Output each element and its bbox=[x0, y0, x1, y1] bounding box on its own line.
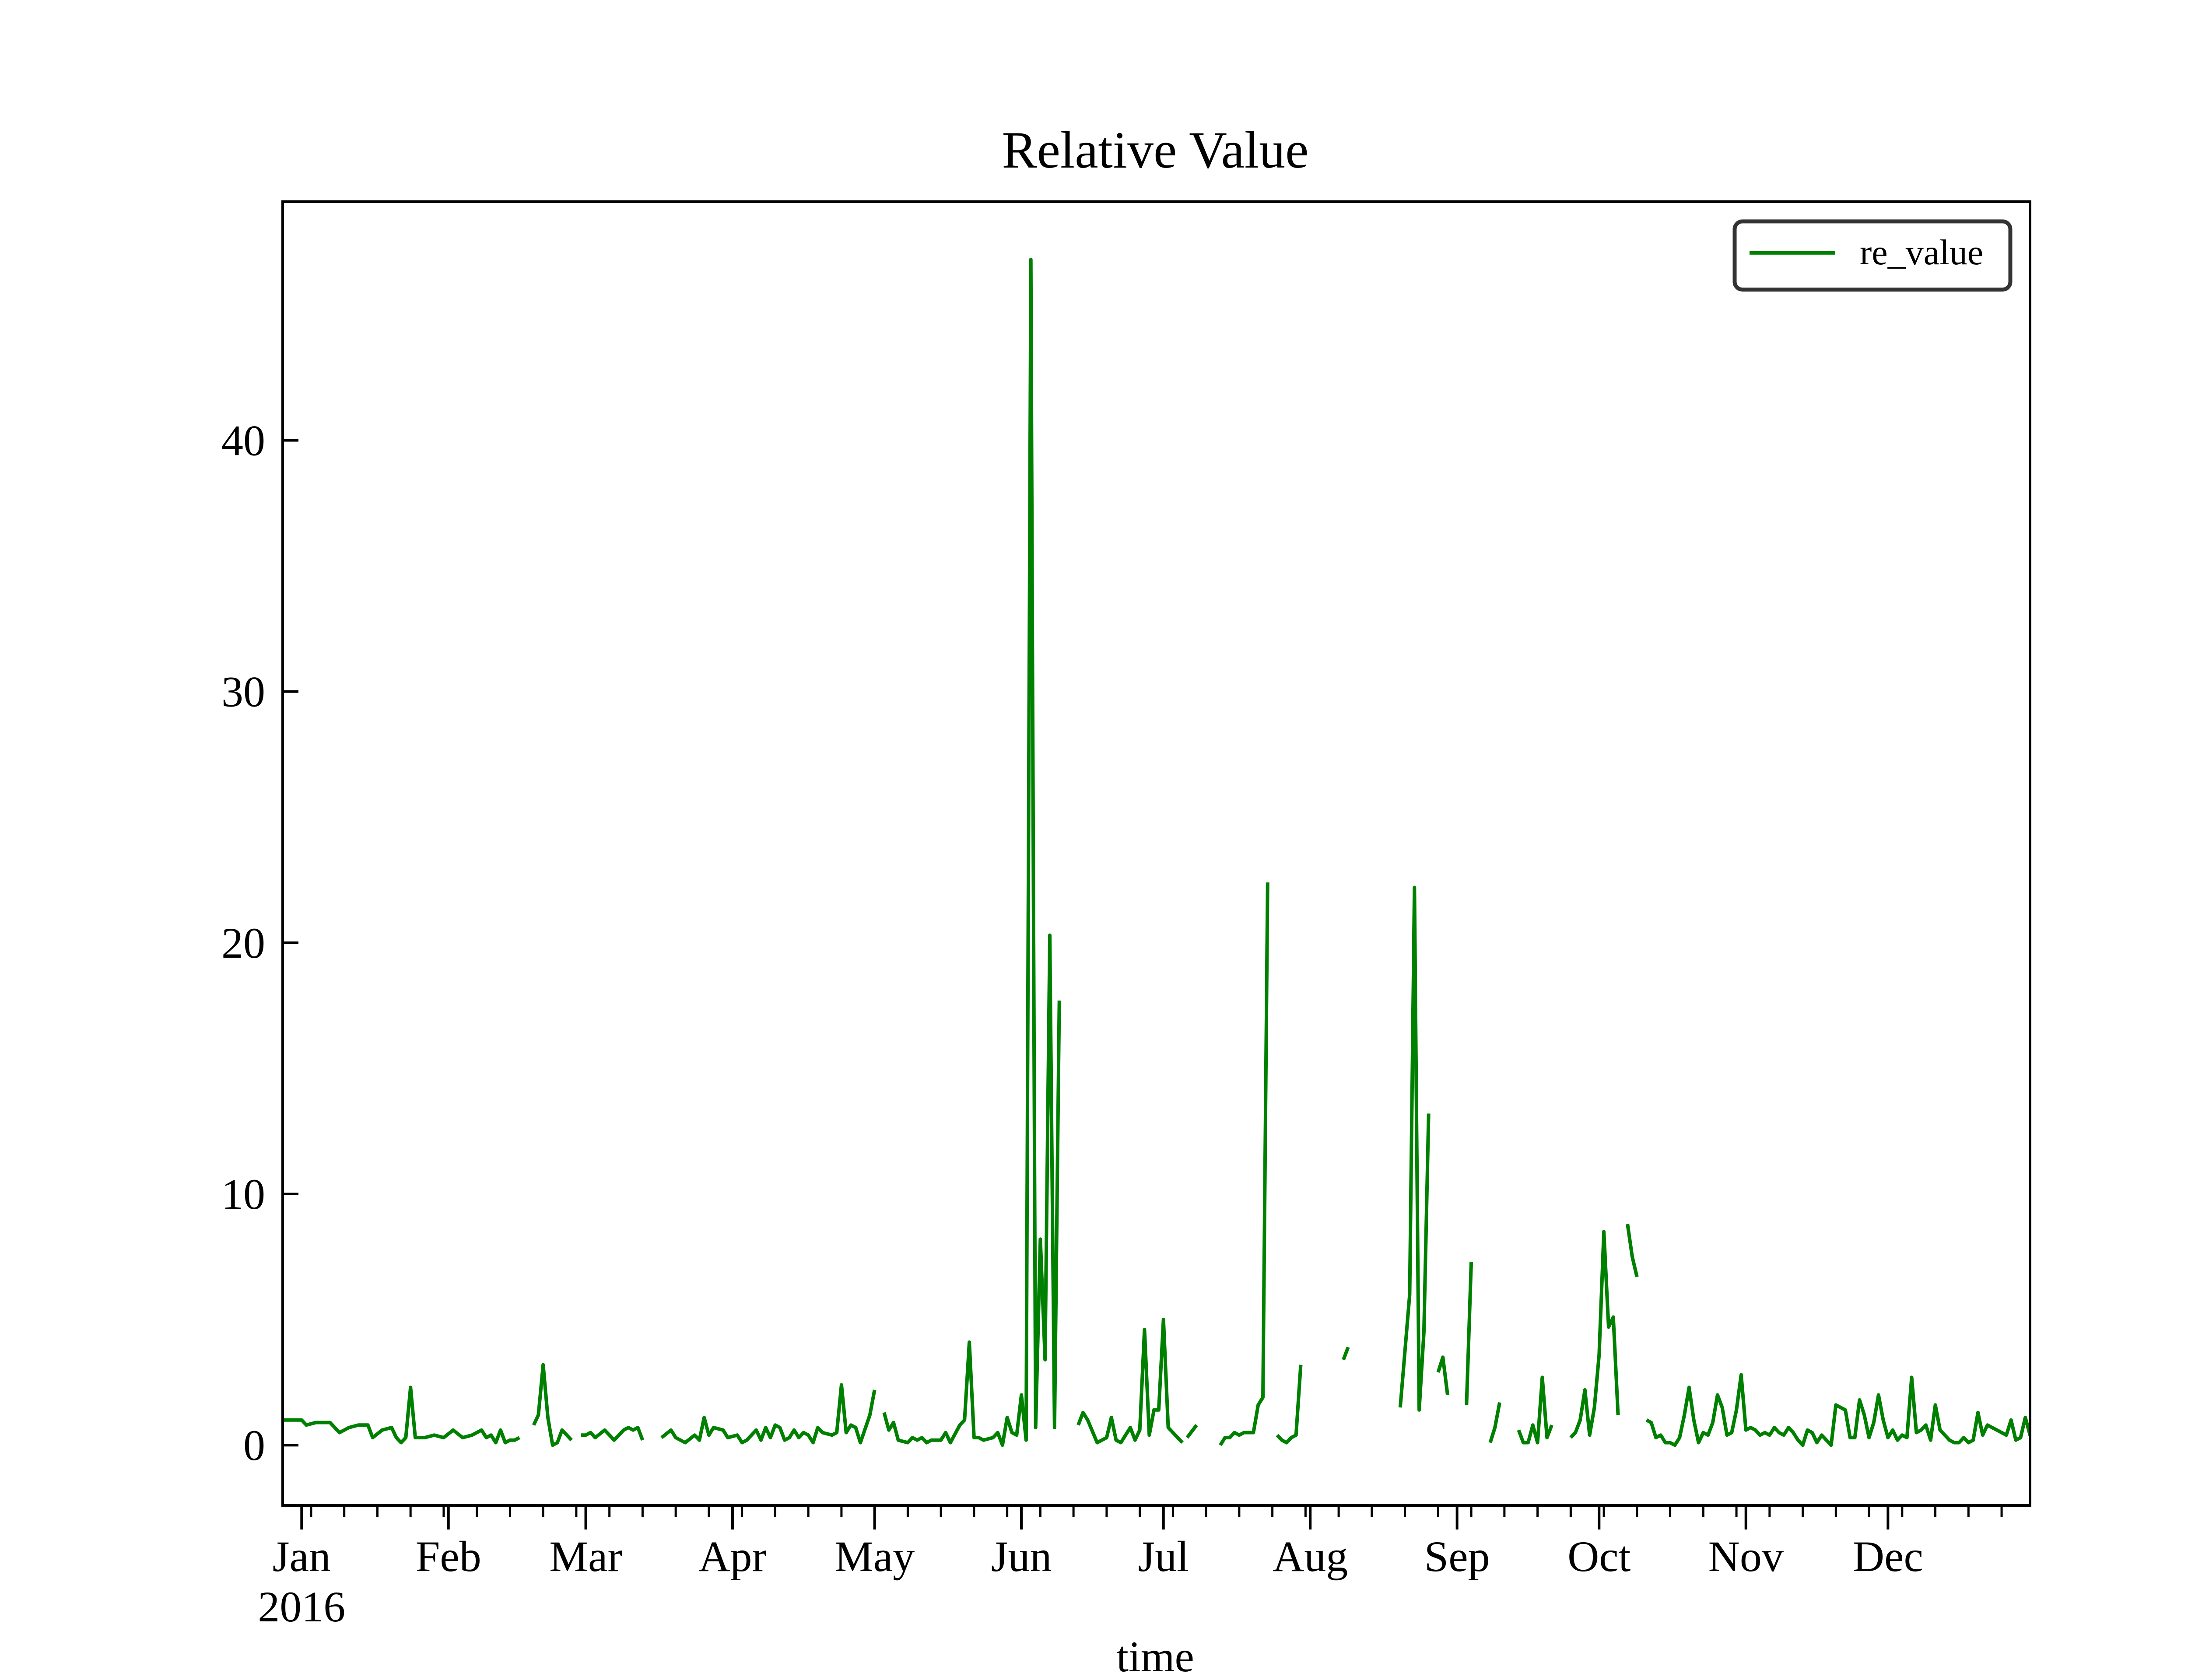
x-tick-sublabel-year: 2016 bbox=[258, 1582, 345, 1631]
series-re_value-segment-0 bbox=[283, 1386, 520, 1445]
series-re_value-segment-4 bbox=[882, 258, 1061, 1447]
x-tick-label-jan: Jan bbox=[273, 1532, 331, 1581]
series-re_value-segment-7 bbox=[1219, 882, 1269, 1446]
legend: re_value bbox=[1732, 219, 2013, 292]
x-tick-label-dec: Dec bbox=[1853, 1532, 1923, 1581]
x-tick-label-jun: Jun bbox=[991, 1532, 1052, 1581]
y-tick-label-40: 40 bbox=[221, 416, 265, 465]
x-tick-label-may: May bbox=[835, 1532, 915, 1581]
x-tick-label-sep: Sep bbox=[1424, 1532, 1490, 1581]
series-re_value-segment-16 bbox=[1626, 1224, 1639, 1278]
series-re_value-segment-1 bbox=[532, 1363, 573, 1447]
plot-frame bbox=[281, 200, 2031, 1507]
series-re_value-segment-2 bbox=[581, 1426, 645, 1442]
y-tick-label-20: 20 bbox=[221, 919, 265, 967]
series-re_value-segment-13 bbox=[1488, 1402, 1501, 1443]
series-re_value-segment-8 bbox=[1276, 1365, 1303, 1445]
x-tick-label-mar: Mar bbox=[549, 1532, 622, 1581]
legend-box bbox=[1732, 219, 2013, 292]
series-re_value-segment-17 bbox=[1645, 1373, 2030, 1447]
x-tick-label-nov: Nov bbox=[1708, 1532, 1784, 1581]
x-tick-label-feb: Feb bbox=[416, 1532, 481, 1581]
series-re_value-segment-18 bbox=[2049, 1423, 2101, 1435]
series-re_value-segment-9 bbox=[1342, 1346, 1350, 1361]
series-re_value-segment-3 bbox=[660, 1383, 877, 1445]
x-tick-label-apr: Apr bbox=[698, 1532, 767, 1581]
x-tick-label-jul: Jul bbox=[1138, 1532, 1189, 1581]
series-re_value-segment-12 bbox=[1465, 1261, 1473, 1405]
y-tick-label-0: 0 bbox=[243, 1421, 265, 1470]
y-axis: 0 10 20 30 40 bbox=[221, 416, 298, 1470]
chart-title: Relative Value bbox=[1002, 121, 1309, 179]
series-re_value-segment-5 bbox=[1076, 1318, 1184, 1445]
x-tick-label-aug: Aug bbox=[1273, 1532, 1348, 1581]
series-re_value-segment-10 bbox=[1398, 886, 1431, 1412]
x-axis-label: time bbox=[1116, 1632, 1194, 1680]
series-re_value-segment-11 bbox=[1436, 1355, 1449, 1395]
series-layer bbox=[283, 258, 2101, 1447]
y-tick-label-30: 30 bbox=[221, 668, 265, 716]
legend-label-re-value: re_value bbox=[1860, 232, 1983, 272]
series-re_value-segment-6 bbox=[1185, 1424, 1198, 1439]
series-re_value-segment-14 bbox=[1517, 1376, 1553, 1445]
x-tick-label-oct: Oct bbox=[1567, 1532, 1631, 1581]
series-re_value-segment-15 bbox=[1569, 1230, 1620, 1439]
y-tick-label-10: 10 bbox=[221, 1170, 265, 1218]
